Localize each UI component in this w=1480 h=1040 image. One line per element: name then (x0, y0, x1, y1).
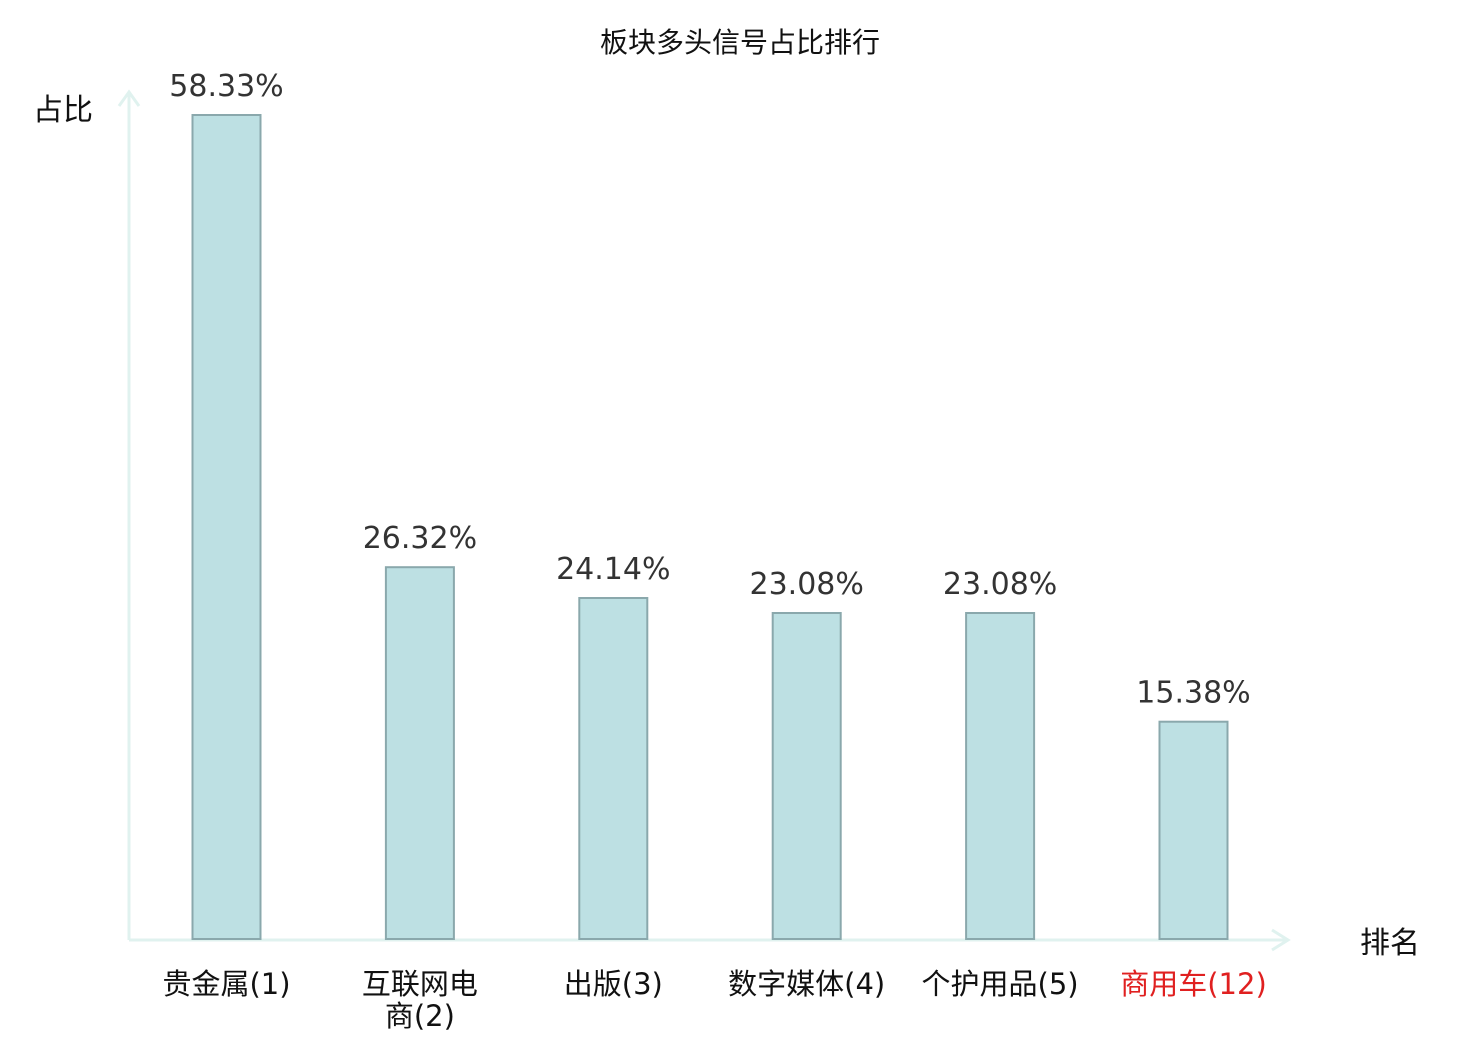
category-tick-label: 商(2) (385, 999, 455, 1033)
bar-value-label: 15.38% (1136, 676, 1250, 711)
bar-value-label: 26.32% (363, 521, 477, 556)
bar (191, 114, 262, 940)
chart-title: 板块多头信号占比排行 (600, 26, 880, 59)
bar (771, 612, 842, 940)
category-tick-label: 个护用品(5) (922, 967, 1079, 1001)
bar (384, 566, 455, 940)
bar (578, 597, 649, 940)
axes (117, 89, 1291, 952)
value-labels-group: 58.33% 26.32% 24.14% 23.08% 23.08% 15.38% (169, 69, 1250, 711)
y-axis-label: 占比 (33, 93, 93, 128)
category-tick-label: 商用车(12) (1120, 967, 1267, 1001)
bar (1158, 720, 1229, 941)
bars-group (191, 114, 1229, 941)
category-tick-label: 数字媒体(4) (728, 967, 885, 1001)
x-axis-label: 排名 (1360, 926, 1420, 961)
category-tick-label: 互联网电 (362, 967, 478, 1001)
category-tick-label: 出版(3) (564, 967, 663, 1001)
bar-value-label: 23.08% (943, 567, 1057, 602)
y-axis-arrow-icon (117, 89, 141, 107)
bar-value-label: 23.08% (750, 567, 864, 602)
category-tick-label: 贵金属(1) (162, 967, 290, 1001)
bar (965, 612, 1036, 940)
x-axis-arrow-icon (1271, 928, 1291, 952)
bar-value-label: 24.14% (556, 552, 670, 587)
bar-value-label: 58.33% (169, 69, 283, 104)
